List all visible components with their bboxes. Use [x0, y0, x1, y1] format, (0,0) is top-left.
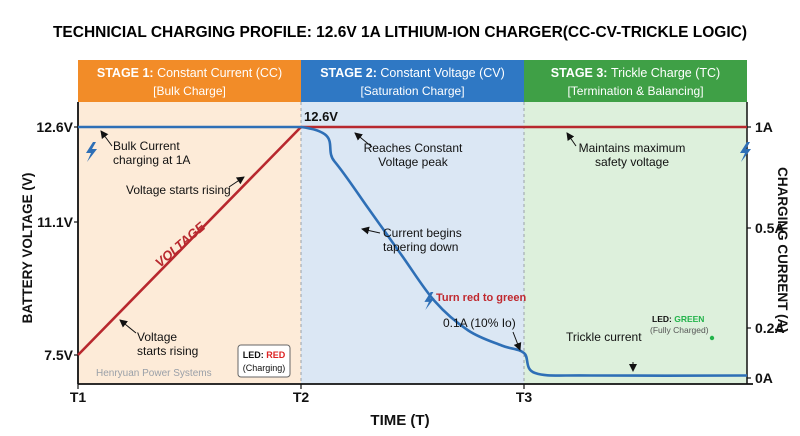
- led-red-label: LED: RED: [243, 350, 286, 360]
- annotation-arrow: [354, 132, 373, 148]
- y-right-axis-label: CHARGING CURRENT (A): [775, 167, 790, 333]
- led-red-box: [237, 344, 291, 378]
- x-tick-label: T2: [293, 389, 310, 405]
- stage-subtitle-3: [Termination & Balancing]: [567, 84, 703, 98]
- bulk-current-annotation: Bulk Current charging at 1A: [113, 139, 190, 167]
- led-red-sub: (Charging): [243, 363, 286, 373]
- annotation-arrow: [361, 226, 381, 235]
- chart-title: TECHNICIAL CHARGING PROFILE: 12.6V 1A LI…: [53, 24, 747, 41]
- stage-title-2: STAGE 2: Constant Voltage (CV): [320, 66, 505, 80]
- stage-background-3: [524, 102, 747, 384]
- watermark: Henryuan Power Systems: [96, 368, 212, 379]
- y-right-tick-label: 0A: [755, 370, 773, 386]
- y-left-tick-label: 11.1V: [37, 214, 73, 230]
- x-tick-label: T1: [70, 389, 87, 405]
- stage-subtitle-1: [Bulk Charge]: [153, 84, 226, 98]
- current-tapering-annotation: Current begins tapering down: [383, 226, 462, 254]
- annotation-arrow: [512, 331, 522, 351]
- bolt-icon: [86, 142, 97, 162]
- trickle-annotation: Trickle current: [566, 330, 642, 344]
- stage-header-3: [524, 60, 747, 102]
- voltage-rising-annotation-2: Voltage starts rising: [137, 330, 198, 358]
- y-right-tick-label: 0.5A: [755, 220, 785, 236]
- y-left-tick-label: 7.5V: [44, 347, 73, 363]
- cutoff-annotation: 0.1A (10% Io): [443, 316, 516, 330]
- annotation-arrow: [228, 176, 245, 188]
- annotation-arrow: [566, 132, 577, 147]
- reaches-cv-annotation: Reaches Constant Voltage peak: [364, 141, 463, 169]
- voltage-rising-annotation-1: Voltage starts rising: [126, 183, 231, 197]
- y-left-axis-label: BATTERY VOLTAGE (V): [20, 173, 35, 324]
- bolt-icon: [740, 142, 751, 162]
- stage-title-1: STAGE 1: Constant Current (CC): [97, 66, 282, 80]
- stage-background-1: [78, 102, 301, 384]
- x-axis-label: TIME (T): [370, 412, 429, 429]
- stage-header-1: [78, 60, 301, 102]
- stage-title-3: STAGE 3: Trickle Charge (TC): [551, 66, 720, 80]
- maintains-annotation: Maintains maximum safety voltage: [579, 141, 686, 169]
- stage-header-2: [301, 60, 524, 102]
- stage-subtitle-2: [Saturation Charge]: [360, 84, 464, 98]
- y-right-tick-label: 1A: [755, 119, 773, 135]
- bolt-icon: [424, 292, 435, 310]
- y-right-tick-label: 0.2A: [755, 320, 785, 336]
- annotation-arrow: [100, 130, 113, 147]
- led-green-dot: [709, 335, 715, 341]
- annotation-arrow: [119, 319, 137, 334]
- current-series-line: [78, 125, 748, 377]
- x-tick-label: T3: [516, 389, 533, 405]
- y-left-tick-label: 12.6V: [36, 119, 73, 135]
- led-green-sub: (Fully Charged): [650, 325, 709, 335]
- led-green-label: LED: GREEN: [652, 314, 704, 324]
- turn-red-green-annotation: Turn red to green: [436, 292, 527, 304]
- peak-voltage-label: 12.6V: [304, 109, 338, 124]
- stage-background-2: [301, 102, 524, 384]
